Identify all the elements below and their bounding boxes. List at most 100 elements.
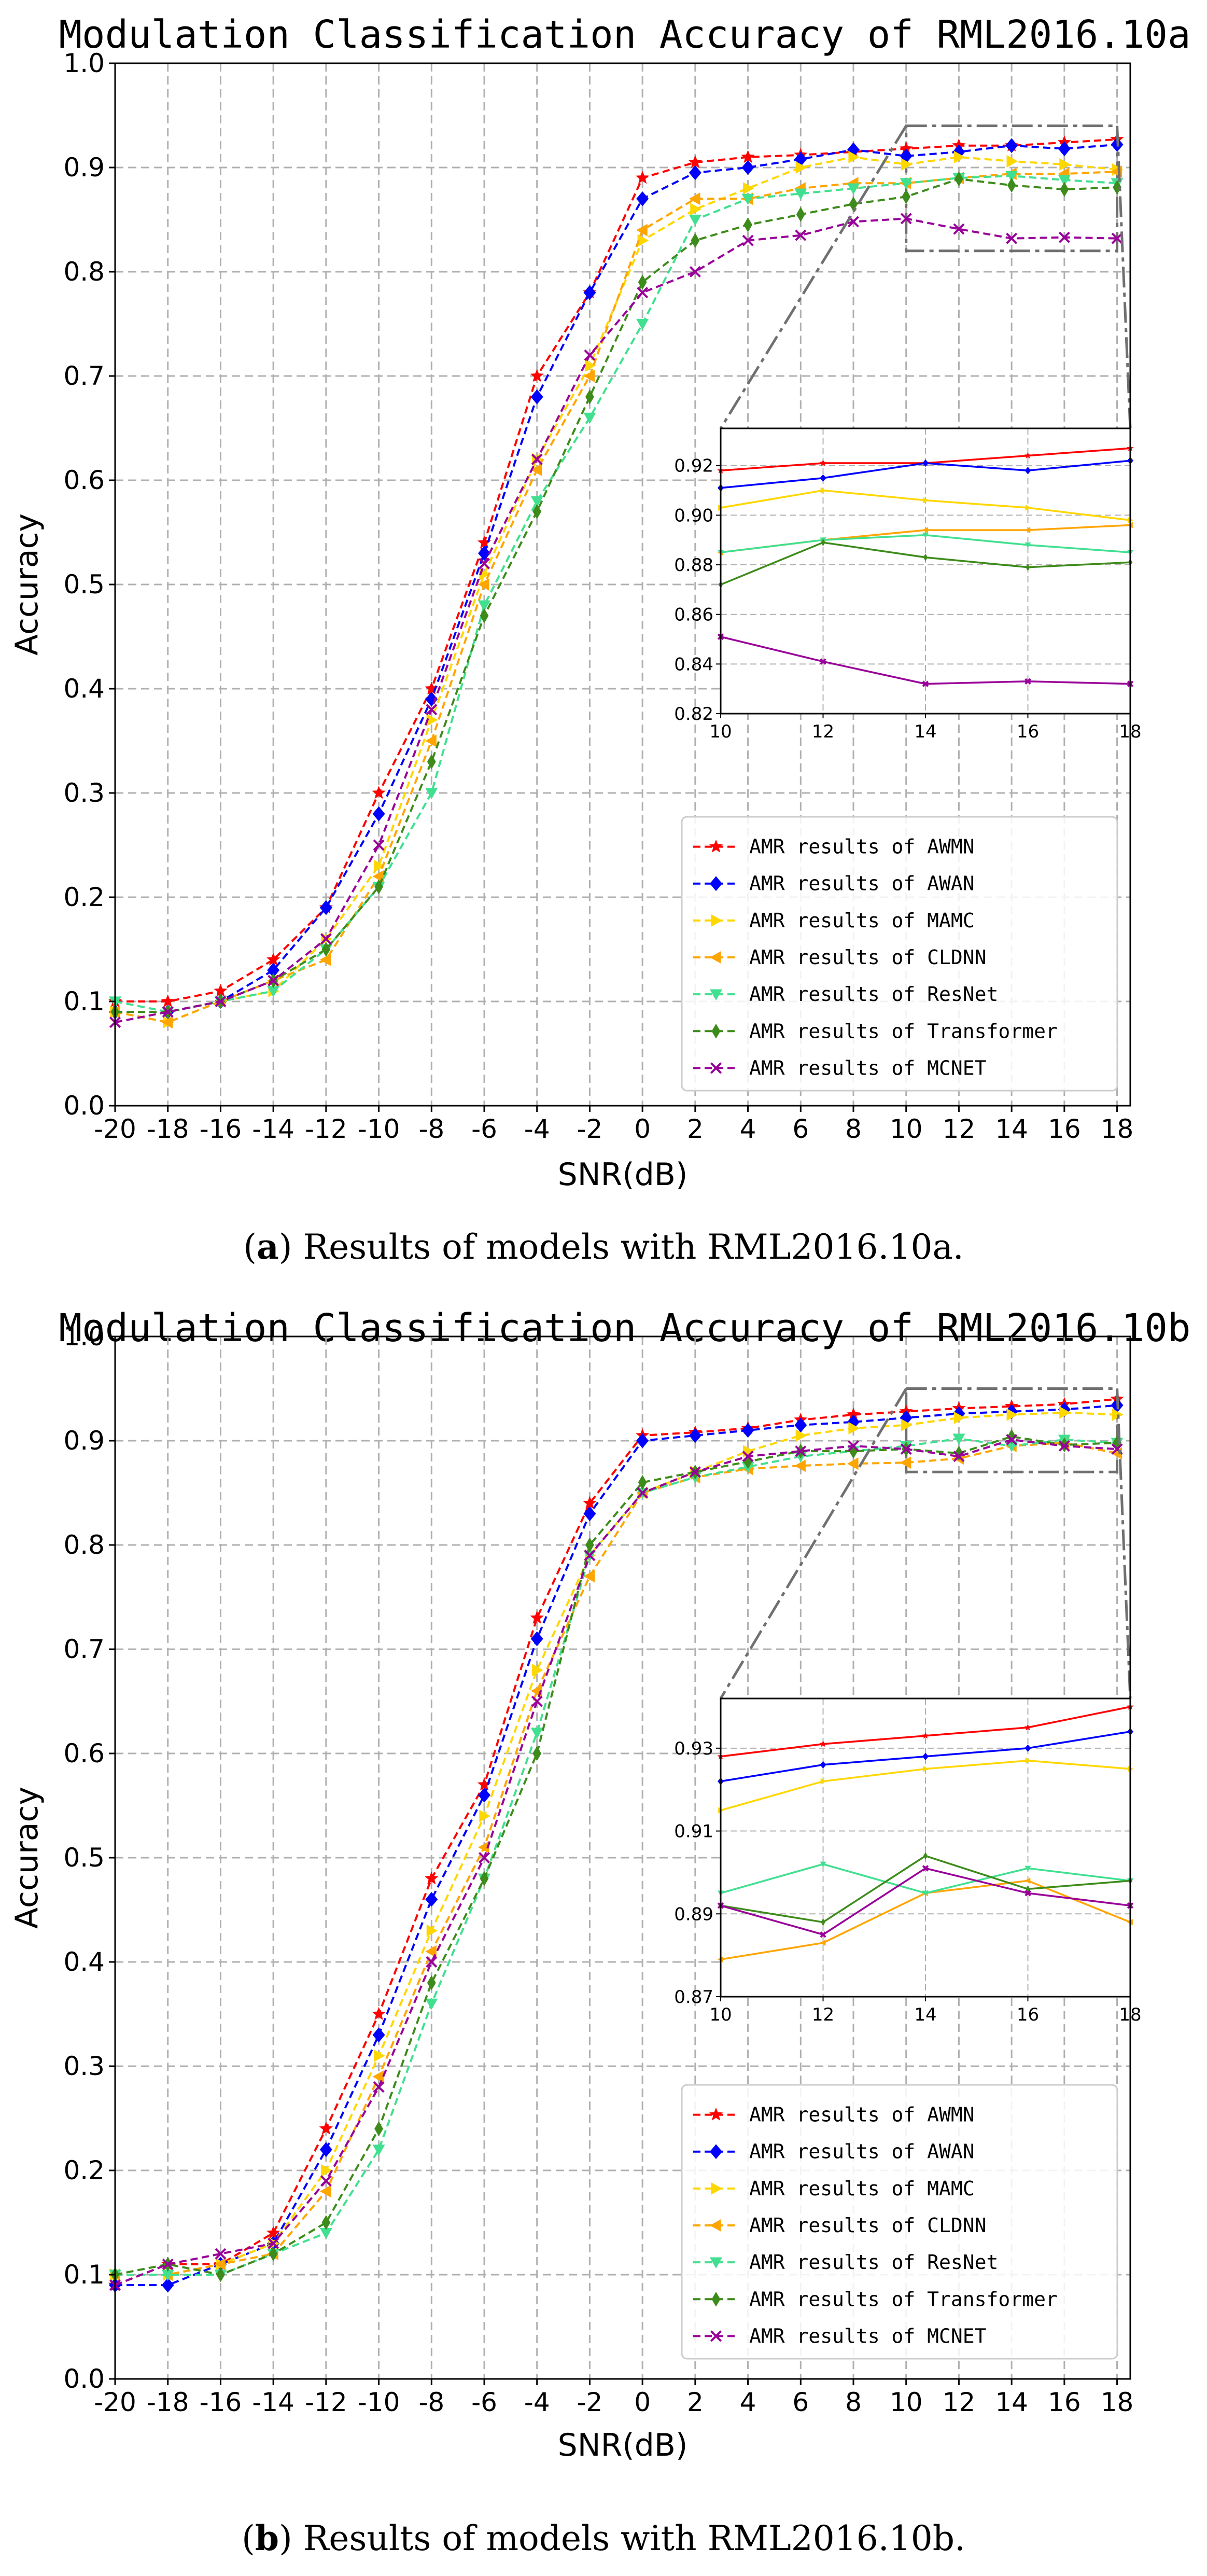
data-point [638, 274, 647, 290]
data-point [532, 1746, 542, 1761]
legend-label: AMR results of Transformer [749, 2288, 1058, 2310]
inset-data-point [1024, 678, 1031, 685]
legend-marker [710, 2330, 722, 2342]
data-point [636, 171, 650, 184]
data-point [425, 1945, 437, 1958]
data-point [584, 349, 596, 361]
legend-label: AMR results of CLDNN [749, 946, 987, 969]
y-tick-label: 0.6 [63, 1738, 105, 1769]
data-point [374, 2121, 383, 2136]
legend-marker [710, 989, 722, 1001]
x-tick-label: 16 [1048, 2387, 1081, 2417]
legend-label: AMR results of AWMN [749, 2104, 975, 2126]
legend-marker [711, 1023, 721, 1039]
inset-data-point [1024, 1877, 1031, 1884]
data-point [266, 2225, 280, 2239]
data-point [530, 369, 544, 382]
data-point [162, 2258, 174, 2270]
inset-frame [720, 427, 1131, 715]
legend-marker [709, 2107, 723, 2121]
data-point [425, 1871, 439, 1885]
series-line [115, 217, 1117, 1024]
chart-rml2016-10b: Modulation Classification Accuracy of RM… [9, 1306, 1191, 2463]
x-tick-label: -14 [252, 1114, 294, 1144]
data-point [583, 1496, 597, 1509]
data-point [425, 691, 438, 707]
x-tick-label: -14 [252, 2387, 294, 2417]
data-point [741, 193, 754, 205]
data-point [425, 1998, 438, 2010]
inset-data-point [820, 474, 826, 482]
y-tick-label: 0.7 [63, 1634, 105, 1664]
data-point [902, 189, 911, 204]
inset-data-point [820, 487, 826, 494]
data-point [268, 974, 279, 986]
data-point [847, 183, 860, 195]
series-line [115, 1411, 1117, 2276]
y-tick-label: 0.2 [63, 882, 105, 912]
data-point [530, 1631, 543, 1647]
data-point [583, 1570, 595, 1583]
data-point [478, 600, 490, 612]
legend-label: AMR results of ResNet [749, 2251, 998, 2274]
data-point [794, 188, 807, 200]
data-point [795, 229, 807, 241]
y-tick-label: 0.0 [63, 2364, 105, 2394]
data-point [584, 359, 596, 372]
data-point [478, 546, 490, 561]
x-tick-label: 6 [792, 1114, 809, 1144]
data-point [741, 1423, 754, 1438]
x-tick-label: -12 [305, 2387, 347, 2417]
x-tick-label: 14 [995, 1114, 1028, 1144]
inset-data-point [923, 553, 928, 561]
inset-data-point [1024, 527, 1031, 534]
legend-marker [711, 2182, 722, 2195]
x-tick-label: 18 [1101, 2387, 1134, 2417]
caption-a-text: Results of models with RML2016.10a. [303, 1227, 964, 1267]
data-point [530, 463, 542, 476]
y-tick-label: 0.9 [63, 152, 105, 183]
data-point [426, 704, 438, 716]
y-tick-label: 0.3 [63, 778, 105, 808]
data-point [1006, 1408, 1018, 1421]
data-point [373, 2081, 385, 2093]
data-point [689, 1466, 701, 1478]
data-point [689, 266, 701, 278]
inset-data-point [819, 1740, 827, 1747]
data-point [1113, 179, 1121, 195]
legend-label: AMR results of MCNET [749, 2324, 987, 2347]
legend: AMR results of AWMN AMR results of AWAN AM… [681, 2084, 1118, 2360]
data-point [899, 142, 913, 155]
x-tick-label: -6 [471, 1114, 497, 1144]
legend-box [681, 2084, 1118, 2360]
legend-label: AMR results of MCNET [749, 1056, 987, 1079]
caption-a-letter: a [256, 1227, 279, 1267]
inset-data-point [1024, 1865, 1031, 1872]
x-tick-label: -18 [147, 2387, 189, 2417]
inset-chart: 10 12 14 16 18 0.82 0.84 0.86 0.88 0.90 0.92 [674, 427, 1142, 742]
inset-y-tick-label: 0.93 [674, 1738, 713, 1759]
data-point [374, 879, 383, 895]
data-point [477, 535, 492, 549]
data-point [689, 214, 701, 226]
legend-marker [710, 2144, 722, 2160]
x-tick-label: 12 [943, 2387, 976, 2417]
data-point [741, 160, 754, 175]
x-tick-label: 0 [634, 1114, 651, 1144]
data-point [531, 1695, 543, 1707]
data-point [796, 207, 805, 222]
zoom-connector [719, 125, 907, 429]
data-point [1111, 232, 1123, 244]
inset-data-point [821, 538, 825, 547]
series-line [115, 1398, 1117, 2286]
data-point [531, 453, 543, 465]
data-point [583, 1506, 596, 1522]
data-point [427, 1975, 436, 1990]
x-tick-label: 4 [740, 2387, 756, 2417]
data-point [742, 1451, 754, 1463]
data-point [161, 994, 175, 1008]
data-point [478, 1841, 489, 1854]
y-tick-label: 0.9 [63, 1426, 105, 1456]
data-point [319, 2121, 333, 2135]
inset-data-point [923, 497, 929, 504]
